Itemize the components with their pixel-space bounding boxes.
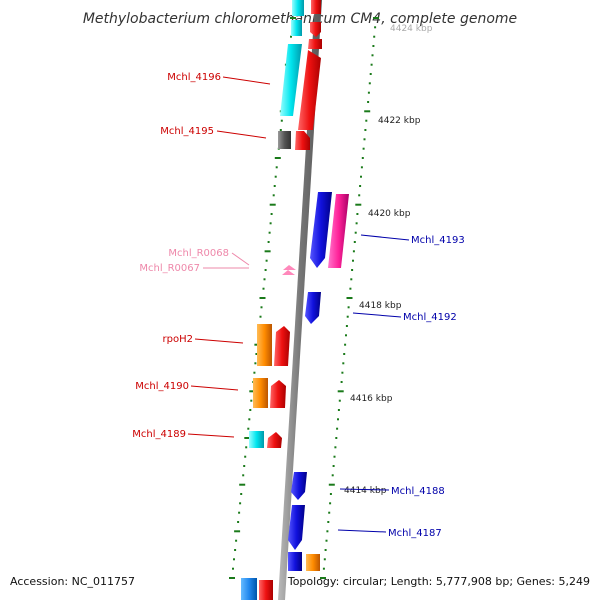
feature-orange-rpoh2[interactable] [257,324,272,366]
label-mchl4189[interactable]: Mchl_4189 [132,429,186,440]
ruler-labels: 4424 kbp 4422 kbp 4420 kbp 4418 kbp 4416… [344,24,433,496]
feature-red-top-2[interactable] [310,22,321,37]
label-mchl-r0067[interactable]: Mchl_R0067 [139,263,200,274]
leader-mchl4196 [222,76,271,85]
backbone [278,0,322,600]
feature-blue-mchl4192[interactable] [305,292,321,324]
gene-labels-right: Mchl_4193 Mchl_4192 Mchl_4188 Mchl_4187 [388,235,465,539]
leader-mchl4195 [216,130,267,139]
feature-red-mchl4190[interactable] [270,380,286,408]
backbone-strand [278,0,322,600]
feature-red-rpoh2[interactable] [274,326,290,366]
tick-marks-right [320,17,379,579]
label-mchl4190[interactable]: Mchl_4190 [135,381,189,392]
gene-labels-left: Mchl_4196 Mchl_4195 Mchl_R0068 Mchl_R006… [132,72,229,440]
summary-text: Topology: circular; Length: 5,777,908 bp… [287,575,590,588]
label-mchl4187[interactable]: Mchl_4187 [388,528,442,539]
feature-cyan-top-2[interactable] [291,20,302,36]
accession-text: Accession: NC_011757 [10,575,135,588]
feature-gray-mchl4195[interactable] [278,131,291,149]
leader-mchl4193 [360,234,410,241]
feature-red-top-3[interactable] [308,39,322,49]
leader-mchl-r0068 [231,252,250,266]
gene-features [241,0,349,600]
leader-lines [187,76,410,533]
leader-mchl4190 [190,385,239,391]
feature-blue-bottom[interactable] [288,552,302,571]
leader-mchl4192 [352,312,402,318]
feature-red-top[interactable] [311,0,321,14]
label-mchl4188[interactable]: Mchl_4188 [391,486,445,497]
ruler-label-4418: 4418 kbp [359,301,402,311]
label-mchl4195[interactable]: Mchl_4195 [160,126,214,137]
ruler-label-4420: 4420 kbp [368,209,411,219]
label-mchl4193[interactable]: Mchl_4193 [411,235,465,246]
feature-orange-mchl4190[interactable] [253,378,268,408]
feature-magenta-mchl4193[interactable] [328,194,349,268]
leader-mchl4187 [337,529,387,533]
leader-mchl4189 [187,433,235,438]
feature-cyan-top[interactable] [292,0,304,16]
feature-red-bottom[interactable] [259,580,273,600]
leader-rpoh2 [194,338,244,344]
feature-red-mchl4196[interactable] [298,50,321,130]
label-mchl4196[interactable]: Mchl_4196 [167,72,221,83]
ruler-label-4424: 4424 kbp [390,24,433,34]
feature-rna-r0067[interactable] [282,270,295,275]
leader-mchl4188 [339,488,390,491]
feature-cyan-mchl4196[interactable] [280,44,302,116]
feature-rna-r0068[interactable] [283,265,296,270]
map-title: Methylobacterium chloromethanicum CM4, c… [83,11,517,27]
feature-blue-mchl4193[interactable] [310,192,332,268]
ruler-label-4416: 4416 kbp [350,394,393,404]
feature-blue-mchl4188[interactable] [291,472,307,500]
feature-cyan-mchl4189[interactable] [249,431,264,448]
feature-blue-mchl4187[interactable] [288,505,305,550]
feature-sky-bottom[interactable] [241,578,257,600]
ruler-label-4422: 4422 kbp [378,116,421,126]
label-mchl-r0068[interactable]: Mchl_R0068 [168,248,229,259]
label-rpoh2[interactable]: rpoH2 [163,334,193,345]
feature-orange-bottom[interactable] [306,554,320,571]
feature-red-mchl4189[interactable] [267,432,282,448]
label-mchl4192[interactable]: Mchl_4192 [403,312,457,323]
feature-red-mchl4195[interactable] [295,131,310,150]
ruler-label-4414: 4414 kbp [344,486,387,496]
